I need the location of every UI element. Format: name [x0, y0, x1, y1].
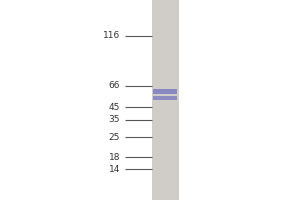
Text: 66: 66 — [109, 81, 120, 90]
Bar — [153, 88, 177, 94]
Text: 35: 35 — [109, 116, 120, 124]
Text: 18: 18 — [109, 153, 120, 162]
Text: 45: 45 — [109, 102, 120, 112]
Bar — [153, 96, 177, 100]
Text: 25: 25 — [109, 133, 120, 142]
Text: 116: 116 — [103, 31, 120, 40]
Bar — [152, 0, 178, 200]
Text: 14: 14 — [109, 164, 120, 173]
